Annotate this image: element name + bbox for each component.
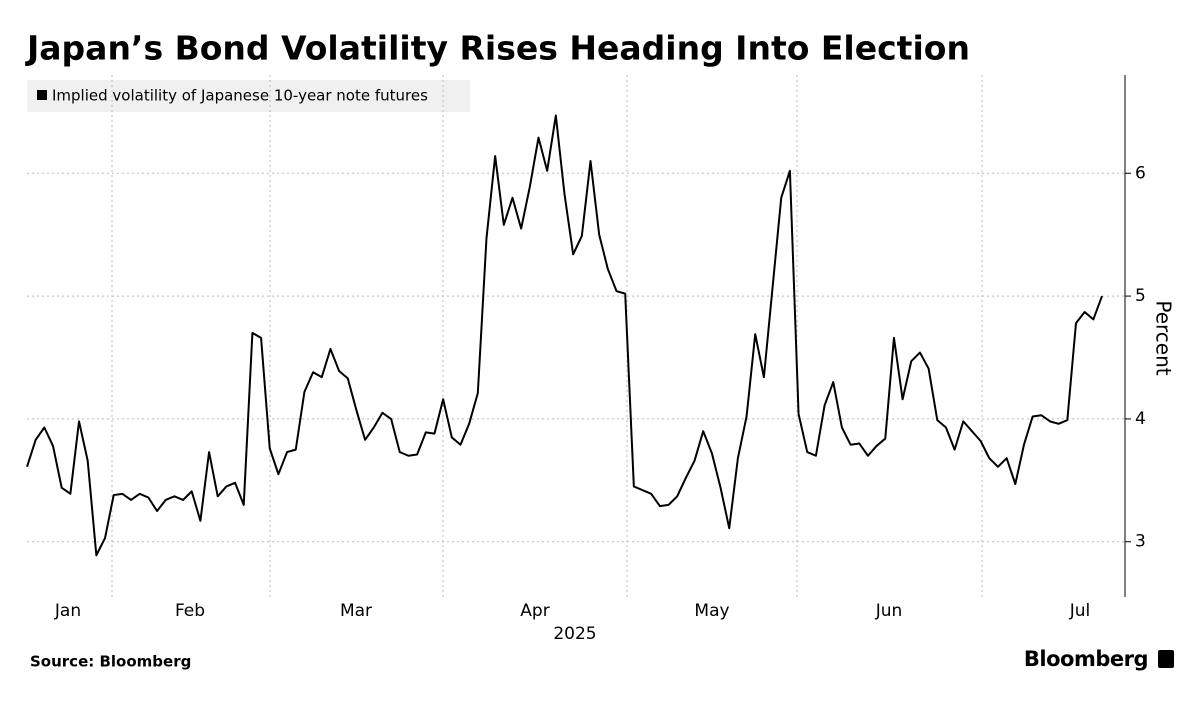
x-year-label: 2025 xyxy=(553,624,596,644)
y-tick-label: 4 xyxy=(1135,409,1146,429)
x-tick-label: Jul xyxy=(1069,601,1091,621)
brand: Bloomberg xyxy=(1024,647,1148,671)
x-tick-label: Jan xyxy=(54,601,81,621)
legend-box xyxy=(27,80,470,112)
x-tick-label: Feb xyxy=(175,601,205,621)
y-tick-label: 6 xyxy=(1135,163,1146,183)
y-axis-label: Percent xyxy=(1152,300,1176,375)
source: Source: Bloomberg xyxy=(30,653,191,671)
x-tick-label: May xyxy=(694,601,729,621)
y-tick-label: 5 xyxy=(1135,286,1146,306)
x-tick-label: Mar xyxy=(340,601,372,621)
legend-label: Implied volatility of Japanese 10-year n… xyxy=(52,87,428,105)
x-tick-label: Apr xyxy=(520,601,549,621)
brand-icon xyxy=(1158,650,1174,668)
y-tick-label: 3 xyxy=(1135,532,1146,552)
x-tick-label: Jun xyxy=(875,601,903,621)
chart-title: Japan’s Bond Volatility Rises Heading In… xyxy=(25,29,970,68)
line-series xyxy=(26,114,1103,557)
legend-swatch xyxy=(37,90,47,100)
